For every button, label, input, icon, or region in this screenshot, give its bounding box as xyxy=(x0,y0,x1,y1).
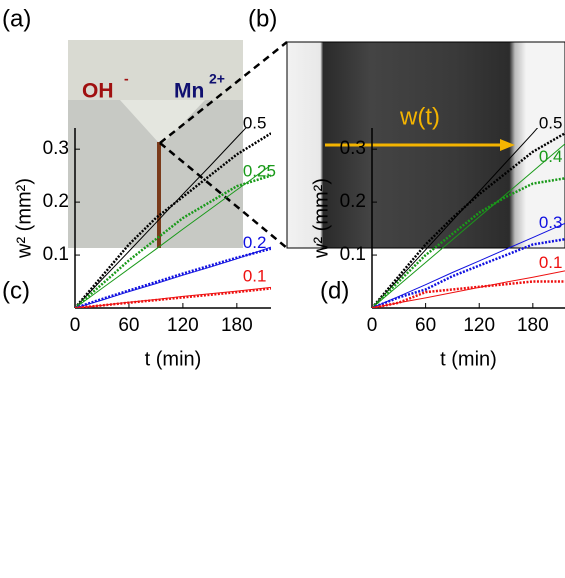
ion-charge: 2+ xyxy=(209,71,225,87)
data-line xyxy=(75,247,271,308)
series-label: 0.5 xyxy=(539,113,563,132)
fit-line xyxy=(372,222,565,308)
data-line xyxy=(75,174,271,308)
ion-label: OH xyxy=(82,80,114,103)
x-tick-label: 120 xyxy=(167,315,199,336)
panel-label: (b) xyxy=(248,5,277,32)
x-tick-label: 120 xyxy=(463,315,495,336)
x-tick-label: 0 xyxy=(70,315,81,336)
x-tick-label: 180 xyxy=(517,315,549,336)
x-axis-label: t (min) xyxy=(145,348,202,370)
fit-line xyxy=(372,128,539,308)
series-label: 0.4 xyxy=(539,147,563,166)
y-tick-label: 0.3 xyxy=(340,138,366,159)
tube xyxy=(157,142,161,248)
series-label: 0.25 xyxy=(243,162,276,181)
data-line xyxy=(372,237,565,308)
data-line xyxy=(75,287,271,308)
arrow-label: w(t) xyxy=(399,103,440,130)
zoom-line xyxy=(159,41,288,144)
y-tick-label: 0.2 xyxy=(43,191,69,212)
fit-line xyxy=(372,143,565,308)
y-tick-label: 0.2 xyxy=(340,191,366,212)
x-tick-label: 180 xyxy=(221,315,253,336)
ion-label: Mn xyxy=(174,80,204,103)
panel-label: (c) xyxy=(2,277,30,304)
x-tick-label: 0 xyxy=(367,315,378,336)
junction xyxy=(120,100,205,142)
x-tick-label: 60 xyxy=(118,315,139,336)
zoom-line xyxy=(159,142,288,249)
plot-area xyxy=(75,128,271,308)
series-label: 0.1 xyxy=(539,253,563,272)
series-label: 0.2 xyxy=(243,233,267,252)
series-label: 0.1 xyxy=(243,267,267,286)
series-label: 0.5 xyxy=(243,113,267,132)
y-tick-label: 0.1 xyxy=(43,244,69,265)
data-line xyxy=(372,177,565,308)
plot-area xyxy=(372,128,565,308)
y-axis-label: w² (mm²) xyxy=(310,178,332,259)
data-line xyxy=(372,280,565,308)
x-tick-label: 60 xyxy=(415,315,436,336)
panel-label: (d) xyxy=(320,277,349,304)
fit-line xyxy=(75,164,271,308)
data-line xyxy=(75,132,271,308)
series-label: 0.3 xyxy=(539,213,563,232)
cuvette xyxy=(68,40,243,100)
ion-charge: - xyxy=(124,71,129,87)
panel-label: (a) xyxy=(2,5,31,32)
y-axis-label: w² (mm²) xyxy=(13,178,35,259)
y-tick-label: 0.3 xyxy=(43,138,69,159)
y-tick-label: 0.1 xyxy=(340,244,366,265)
x-axis-label: t (min) xyxy=(440,348,497,370)
arrow-head xyxy=(500,139,515,151)
